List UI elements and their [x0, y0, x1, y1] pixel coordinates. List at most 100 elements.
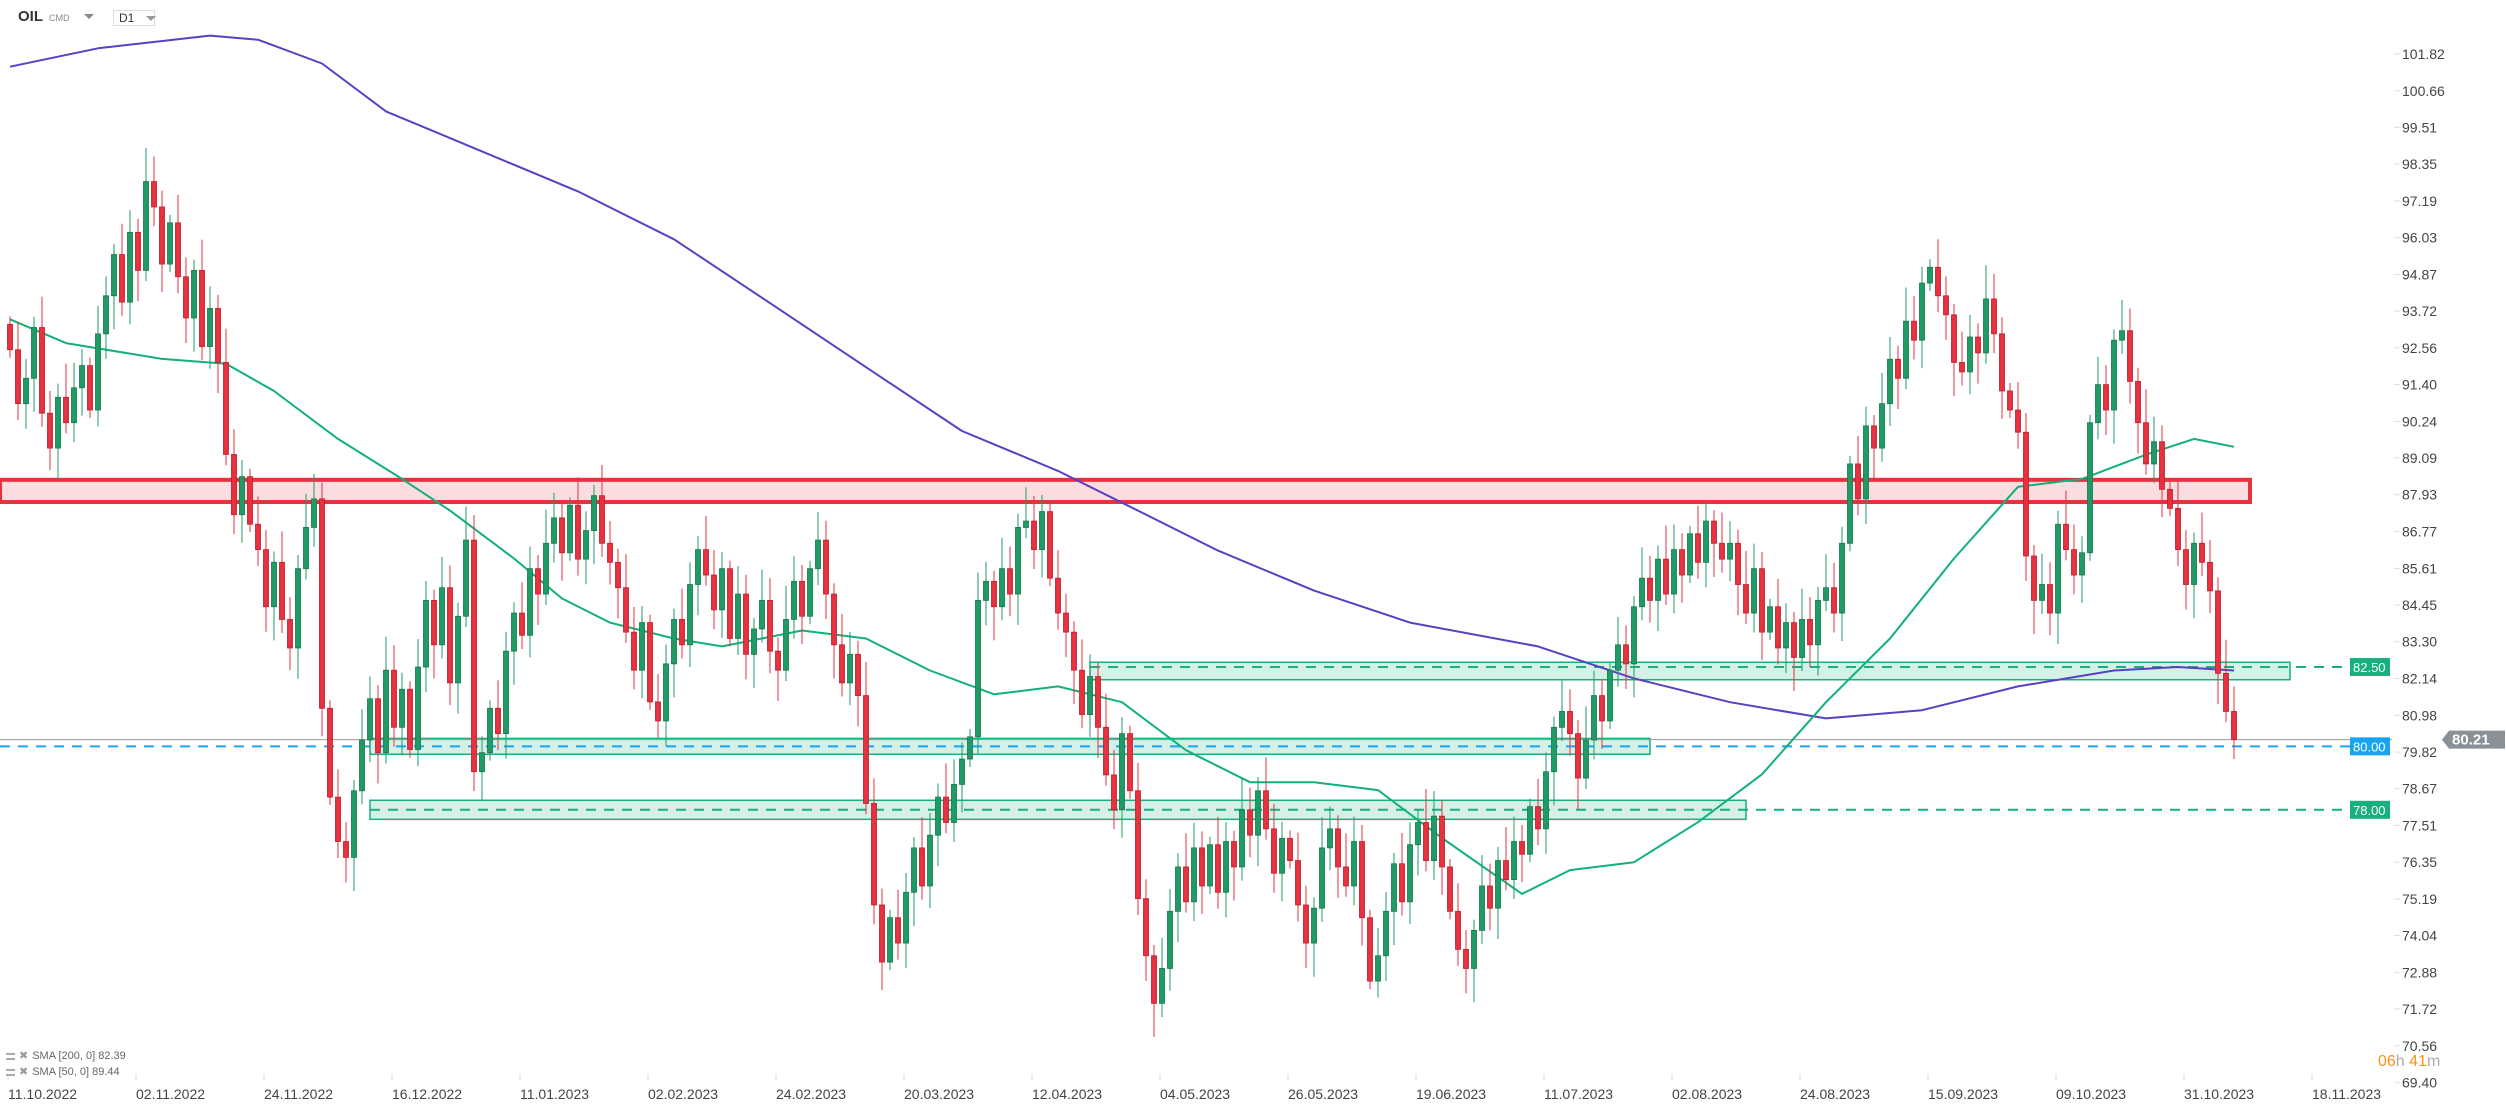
candle: [1183, 833, 1189, 913]
candle: [919, 817, 925, 900]
candle: [999, 537, 1005, 621]
candle: [1679, 533, 1685, 603]
candle-body: [391, 669, 397, 728]
candle-body: [1039, 511, 1045, 551]
candle: [111, 243, 117, 330]
candle: [1543, 752, 1549, 854]
candle: [1727, 521, 1733, 582]
candle-body: [1495, 860, 1501, 909]
candle-body: [207, 308, 213, 347]
candle: [119, 223, 125, 316]
candle: [1023, 487, 1029, 539]
candle-body: [247, 476, 253, 525]
candle: [367, 676, 373, 763]
candle: [87, 357, 93, 418]
candle: [1455, 883, 1461, 966]
candle-body: [1415, 822, 1421, 846]
candle-body: [1239, 809, 1245, 868]
candle-body: [1143, 898, 1149, 957]
candle-body: [1151, 955, 1157, 1004]
candle: [1535, 778, 1541, 846]
candle: [1583, 706, 1589, 789]
candle-body: [759, 599, 765, 630]
candle: [2199, 512, 2205, 576]
candle-body: [271, 561, 277, 608]
timer-m-unit: m: [2426, 1053, 2441, 1070]
candle-body: [1551, 726, 1557, 773]
candle: [239, 460, 245, 543]
candle-body: [431, 599, 437, 646]
candle-body: [1079, 669, 1085, 716]
candle: [1967, 314, 1973, 395]
timer-minutes: 41: [2409, 1053, 2427, 1070]
candle: [2015, 382, 2021, 449]
candle: [1439, 799, 1445, 895]
candle-body: [1919, 282, 1925, 341]
candle-body: [2023, 431, 2029, 557]
candle-body: [2063, 523, 2069, 551]
candle: [343, 822, 349, 883]
candle-body: [1255, 790, 1261, 836]
settings-icon[interactable]: [6, 1069, 15, 1076]
candle: [1359, 825, 1365, 946]
candle-body: [1327, 828, 1333, 849]
candle-body: [1287, 837, 1293, 861]
candle-body: [583, 530, 589, 560]
symbol-type: CMD: [49, 13, 70, 23]
candle: [1319, 817, 1325, 922]
candle-body: [735, 593, 741, 639]
close-icon[interactable]: ✖: [19, 1050, 29, 1062]
candle-body: [1791, 622, 1797, 658]
symbol-selector[interactable]: OIL CMD: [18, 8, 94, 25]
candle: [1047, 503, 1053, 587]
candle: [2135, 367, 2141, 454]
candle-body: [1127, 733, 1133, 792]
y-tick-label: 71.72: [2402, 1001, 2437, 1017]
candle-body: [2215, 590, 2221, 674]
candle: [1639, 547, 1645, 621]
candle-body: [31, 327, 37, 379]
candle: [1895, 345, 1901, 410]
candle: [1671, 524, 1677, 614]
candle-body: [23, 377, 29, 405]
candle: [855, 640, 861, 727]
candle: [551, 492, 557, 563]
candle: [1735, 529, 1741, 616]
candle: [991, 570, 997, 641]
candle: [1687, 525, 1693, 583]
settings-icon[interactable]: [6, 1053, 15, 1060]
candle-body: [239, 476, 245, 516]
candle-body: [1711, 520, 1717, 544]
candle-body: [2127, 330, 2133, 382]
candle-body: [511, 612, 517, 652]
candle: [1759, 552, 1765, 661]
candle: [1999, 317, 2005, 419]
candle: [775, 637, 781, 701]
candle-body: [535, 568, 541, 595]
blue-level-badge: 80.00: [2353, 739, 2386, 754]
candle: [1271, 803, 1277, 893]
candle-body: [1175, 866, 1181, 912]
candle: [1791, 611, 1797, 692]
candle: [1711, 510, 1717, 577]
candle-body: [2199, 542, 2205, 563]
x-tick-label: 24.08.2023: [1800, 1086, 1870, 1102]
close-icon[interactable]: ✖: [19, 1066, 29, 1078]
candle-body: [471, 539, 477, 773]
candle-body: [1319, 847, 1325, 909]
candle: [311, 473, 317, 547]
x-tick-label: 31.10.2023: [2184, 1086, 2254, 1102]
candle: [895, 889, 901, 960]
candle: [15, 321, 21, 421]
candle: [671, 608, 677, 698]
candle: [1343, 833, 1349, 897]
timeframe-select[interactable]: D1: [113, 10, 157, 26]
candle: [31, 316, 37, 412]
candle: [663, 644, 669, 747]
candle: [647, 614, 653, 710]
y-tick-label: 86.77: [2402, 524, 2437, 540]
candle: [1663, 525, 1669, 605]
candle-body: [1775, 606, 1781, 649]
candle-body: [599, 495, 605, 544]
